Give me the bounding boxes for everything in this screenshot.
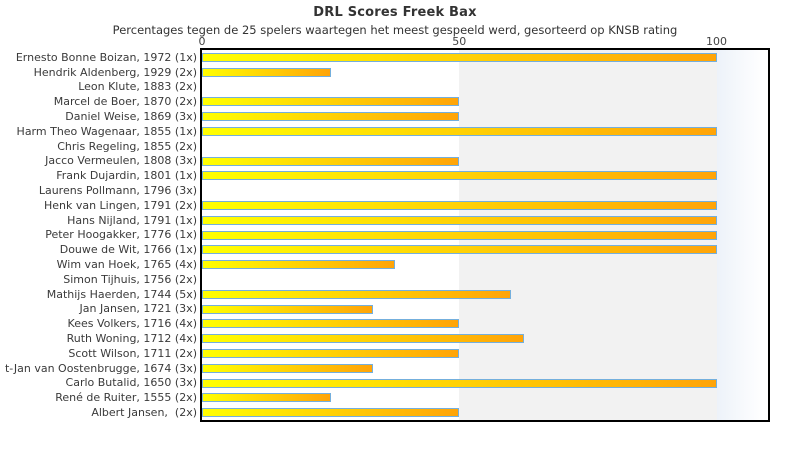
bar bbox=[202, 156, 460, 166]
bar bbox=[202, 378, 717, 388]
category-label: t-Jan van Oostenbrugge, 1674 (3x) bbox=[4, 361, 197, 375]
bar bbox=[202, 363, 374, 373]
category-label: Ruth Woning, 1712 (4x) bbox=[66, 332, 197, 346]
category-label: Laurens Pollmann, 1796 (3x) bbox=[38, 184, 197, 198]
category-label: Albert Jansen, (2x) bbox=[91, 406, 197, 420]
plot-area bbox=[200, 48, 770, 422]
category-label: Harm Theo Wagenaar, 1855 (1x) bbox=[16, 124, 197, 138]
category-label-column: Ernesto Bonne Boizan, 1972 (1x) Hendrik A… bbox=[0, 50, 197, 420]
bar bbox=[202, 126, 717, 136]
category-label: Ernesto Bonne Boizan, 1972 (1x) bbox=[15, 50, 197, 64]
category-label: Jacco Vermeulen, 1808 (3x) bbox=[45, 154, 197, 168]
category-label: Chris Regeling, 1855 (2x) bbox=[57, 139, 197, 153]
category-label: Jan Jansen, 1721 (3x) bbox=[79, 302, 197, 316]
chart-title: DRL Scores Freek Bax bbox=[313, 5, 477, 20]
category-label: Scott Wilson, 1711 (2x) bbox=[68, 346, 197, 360]
bar bbox=[202, 319, 460, 329]
bar bbox=[202, 52, 717, 62]
category-label: Daniel Weise, 1869 (3x) bbox=[65, 110, 197, 124]
category-label: Simon Tijhuis, 1756 (2x) bbox=[63, 272, 197, 286]
bar bbox=[202, 230, 717, 240]
category-label: Frank Dujardin, 1801 (1x) bbox=[56, 169, 197, 183]
bar bbox=[202, 171, 717, 181]
bar bbox=[202, 67, 331, 77]
category-label: Hans Nijland, 1791 (1x) bbox=[67, 213, 197, 227]
bar bbox=[202, 245, 717, 255]
bar bbox=[202, 393, 331, 403]
x-axis-tick-0: 0 bbox=[198, 35, 206, 48]
category-label: Leon Klute, 1883 (2x) bbox=[78, 80, 197, 94]
category-label: Carlo Butalid, 1650 (3x) bbox=[65, 376, 197, 390]
bar bbox=[202, 348, 460, 358]
category-label: Douwe de Wit, 1766 (1x) bbox=[59, 243, 197, 257]
bar bbox=[202, 408, 460, 418]
x-axis-tick-50: 50 bbox=[452, 35, 467, 48]
bar bbox=[202, 112, 460, 122]
bar bbox=[202, 289, 511, 299]
bar bbox=[202, 97, 460, 107]
bar bbox=[202, 260, 395, 270]
category-label: Hendrik Aldenberg, 1929 (2x) bbox=[33, 65, 197, 79]
chart-subtitle: Percentages tegen de 25 spelers waartege… bbox=[112, 23, 678, 37]
overflow-gradient-region bbox=[716, 50, 768, 420]
bar bbox=[202, 304, 374, 314]
x-axis-tick-100: 100 bbox=[706, 35, 728, 48]
category-label: Kees Volkers, 1716 (4x) bbox=[67, 317, 197, 331]
category-label: Henk van Lingen, 1791 (2x) bbox=[43, 198, 197, 212]
category-label: Wim van Hoek, 1765 (4x) bbox=[56, 258, 197, 272]
category-label: Mathijs Haerden, 1744 (5x) bbox=[46, 287, 197, 301]
category-label: Marcel de Boer, 1870 (2x) bbox=[53, 95, 197, 109]
category-label: Peter Hoogakker, 1776 (1x) bbox=[45, 228, 197, 242]
category-label: René de Ruiter, 1555 (2x) bbox=[55, 391, 197, 405]
bar bbox=[202, 334, 524, 344]
bar bbox=[202, 215, 717, 225]
x-axis: 0 50 100 bbox=[198, 35, 770, 48]
bar bbox=[202, 200, 717, 210]
